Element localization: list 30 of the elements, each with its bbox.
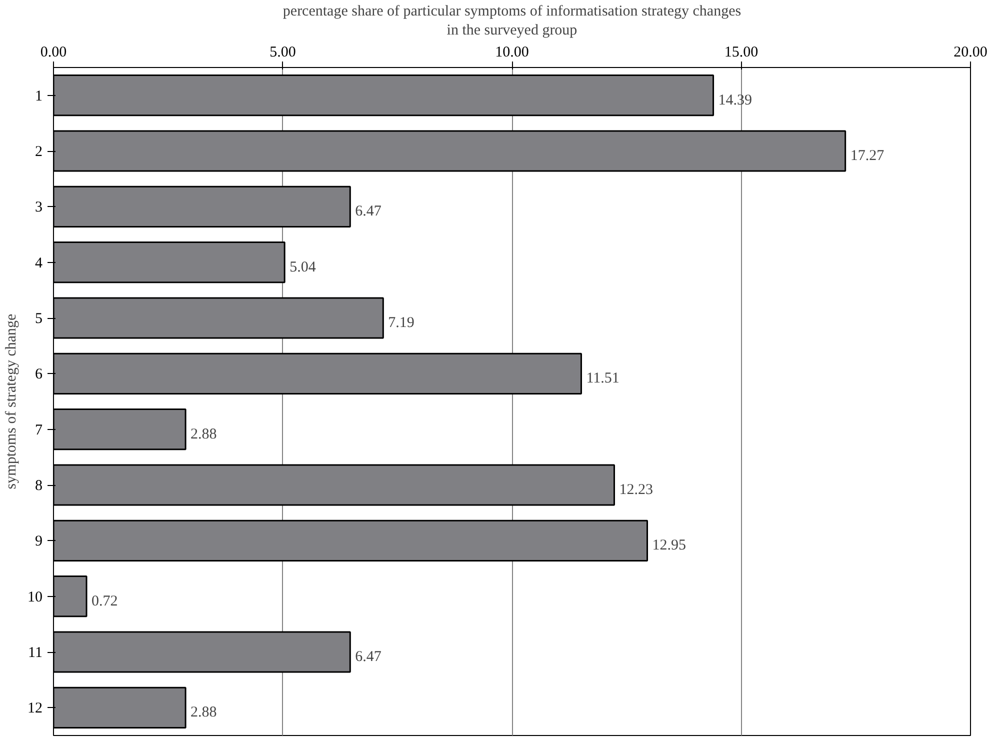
y-tick-label: 4 xyxy=(35,255,43,272)
y-tick-label: 9 xyxy=(35,534,42,550)
y-tick-label: 2 xyxy=(35,144,42,160)
y-tick-label: 3 xyxy=(35,200,42,216)
data-label: 5.04 xyxy=(290,259,316,276)
y-tick-label: 7 xyxy=(35,422,43,438)
data-label: 0.72 xyxy=(92,593,118,610)
y-tick-label: 5 xyxy=(35,311,42,327)
data-label: 2.88 xyxy=(190,704,217,721)
data-label: 12.23 xyxy=(619,482,653,498)
y-tick-label: 1 xyxy=(35,88,42,104)
data-label: 6.47 xyxy=(355,649,382,665)
data-label: 6.47 xyxy=(355,204,382,220)
data-label: 11.51 xyxy=(586,370,620,387)
y-tick-label: 6 xyxy=(35,366,43,383)
x-tick-label: 20.00 xyxy=(954,44,988,60)
y-tick-label: 10 xyxy=(28,589,42,606)
y-tick-label: 11 xyxy=(28,645,43,661)
x-tick-label: 5.00 xyxy=(270,44,296,60)
y-axis-title: symptoms of strategy change xyxy=(4,313,20,490)
data-label: 7.19 xyxy=(388,315,414,331)
x-axis-title: percentage share of particular symptoms of informatisation strategy changes in the surveyed group xyxy=(282,3,742,38)
x-tick-label: 0.00 xyxy=(40,44,67,60)
data-label: 2.88 xyxy=(190,426,217,442)
data-label: 17.27 xyxy=(850,148,885,164)
x-tick-label: 15.00 xyxy=(724,44,758,60)
data-label: 12.95 xyxy=(652,538,686,554)
y-tick-label: 12 xyxy=(28,700,42,717)
y-tick-label: 8 xyxy=(35,478,42,494)
x-tick-label: 10.00 xyxy=(495,44,529,60)
